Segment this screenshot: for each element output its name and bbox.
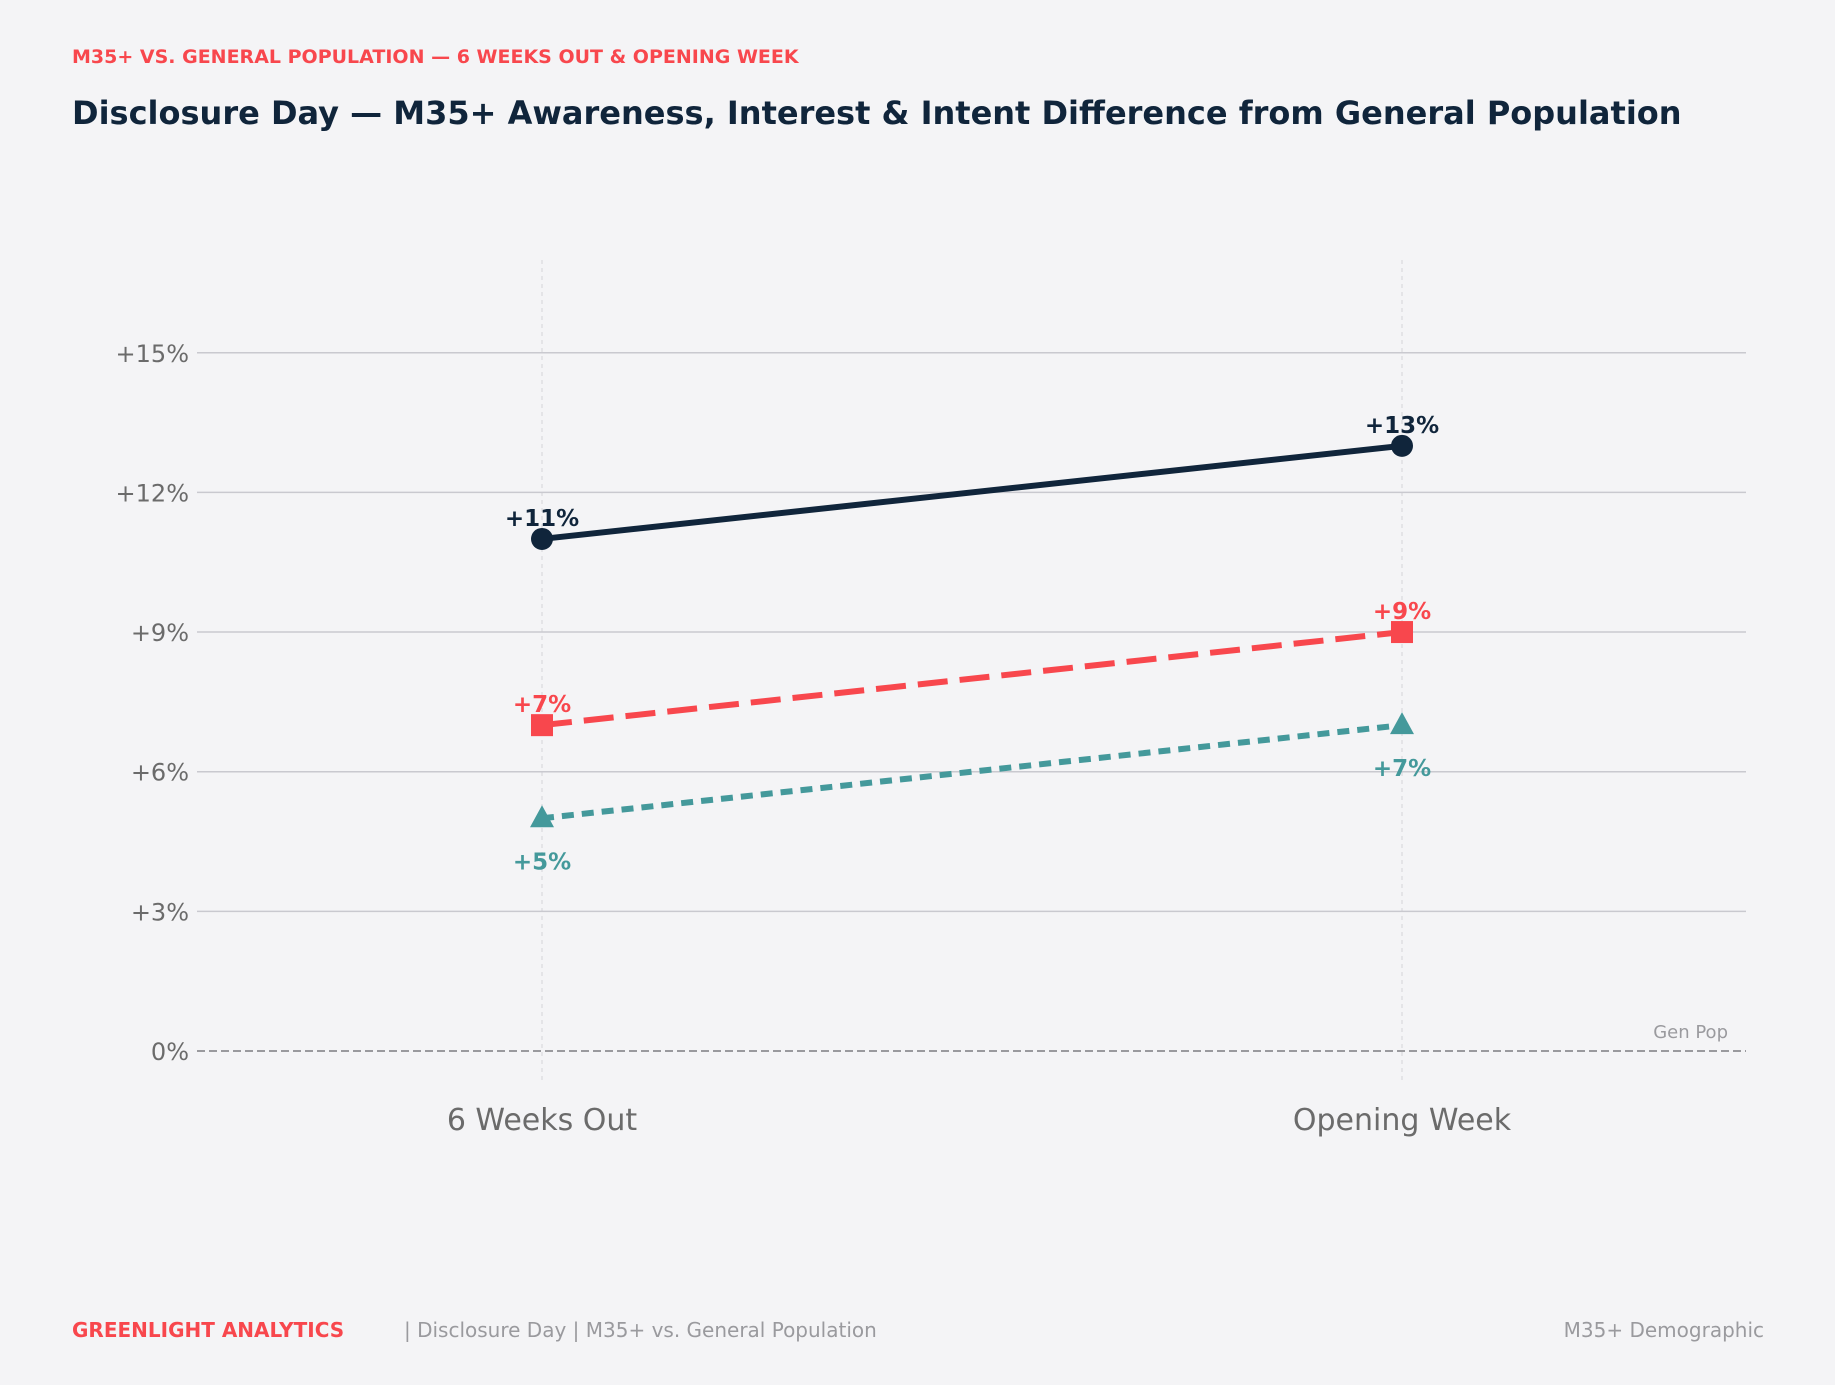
y-tick-label: 0% <box>151 1038 189 1066</box>
data-label: +7% <box>1373 756 1431 782</box>
grid-layer <box>197 260 1746 1082</box>
footer-demographic: M35+ Demographic <box>1564 1318 1764 1342</box>
data-point <box>530 805 554 828</box>
data-point <box>1391 621 1413 644</box>
y-tick-label: +6% <box>131 759 189 787</box>
x-tick-label: 6 Weeks Out <box>447 1103 638 1138</box>
data-label: +11% <box>505 506 579 532</box>
x-tick-label: Opening Week <box>1293 1103 1512 1138</box>
data-point <box>1390 712 1414 735</box>
data-point <box>531 714 553 737</box>
y-tick-label: +15% <box>116 340 189 368</box>
footer-meta: | Disclosure Day | M35+ vs. General Popu… <box>404 1318 877 1342</box>
series-line-2 <box>541 629 1403 729</box>
series-line-3 <box>541 722 1403 822</box>
series-layer <box>530 434 1414 828</box>
chart-title: Disclosure Day — M35+ Awareness, Interes… <box>72 94 1682 132</box>
y-tick-label: +9% <box>131 619 189 647</box>
data-label: +13% <box>1365 413 1439 439</box>
data-point <box>1391 434 1413 457</box>
y-tick-label: +12% <box>116 479 189 507</box>
y-tick-label: +3% <box>131 898 189 926</box>
chart-kicker: M35+ VS. GENERAL POPULATION — 6 WEEKS OU… <box>72 46 800 68</box>
label-layer: 0% +3% +6% +9% +12% +15% Gen Pop 6 Weeks Out Ope… <box>116 340 1728 1138</box>
series-line-1 <box>541 442 1403 542</box>
data-label: +5% <box>513 849 571 875</box>
footer-brand: GREENLIGHT ANALYTICS <box>72 1318 344 1342</box>
data-point <box>531 527 553 550</box>
data-label: +7% <box>513 692 571 718</box>
data-label: +9% <box>1373 599 1431 625</box>
baseline-label: Gen Pop <box>1653 1022 1728 1043</box>
